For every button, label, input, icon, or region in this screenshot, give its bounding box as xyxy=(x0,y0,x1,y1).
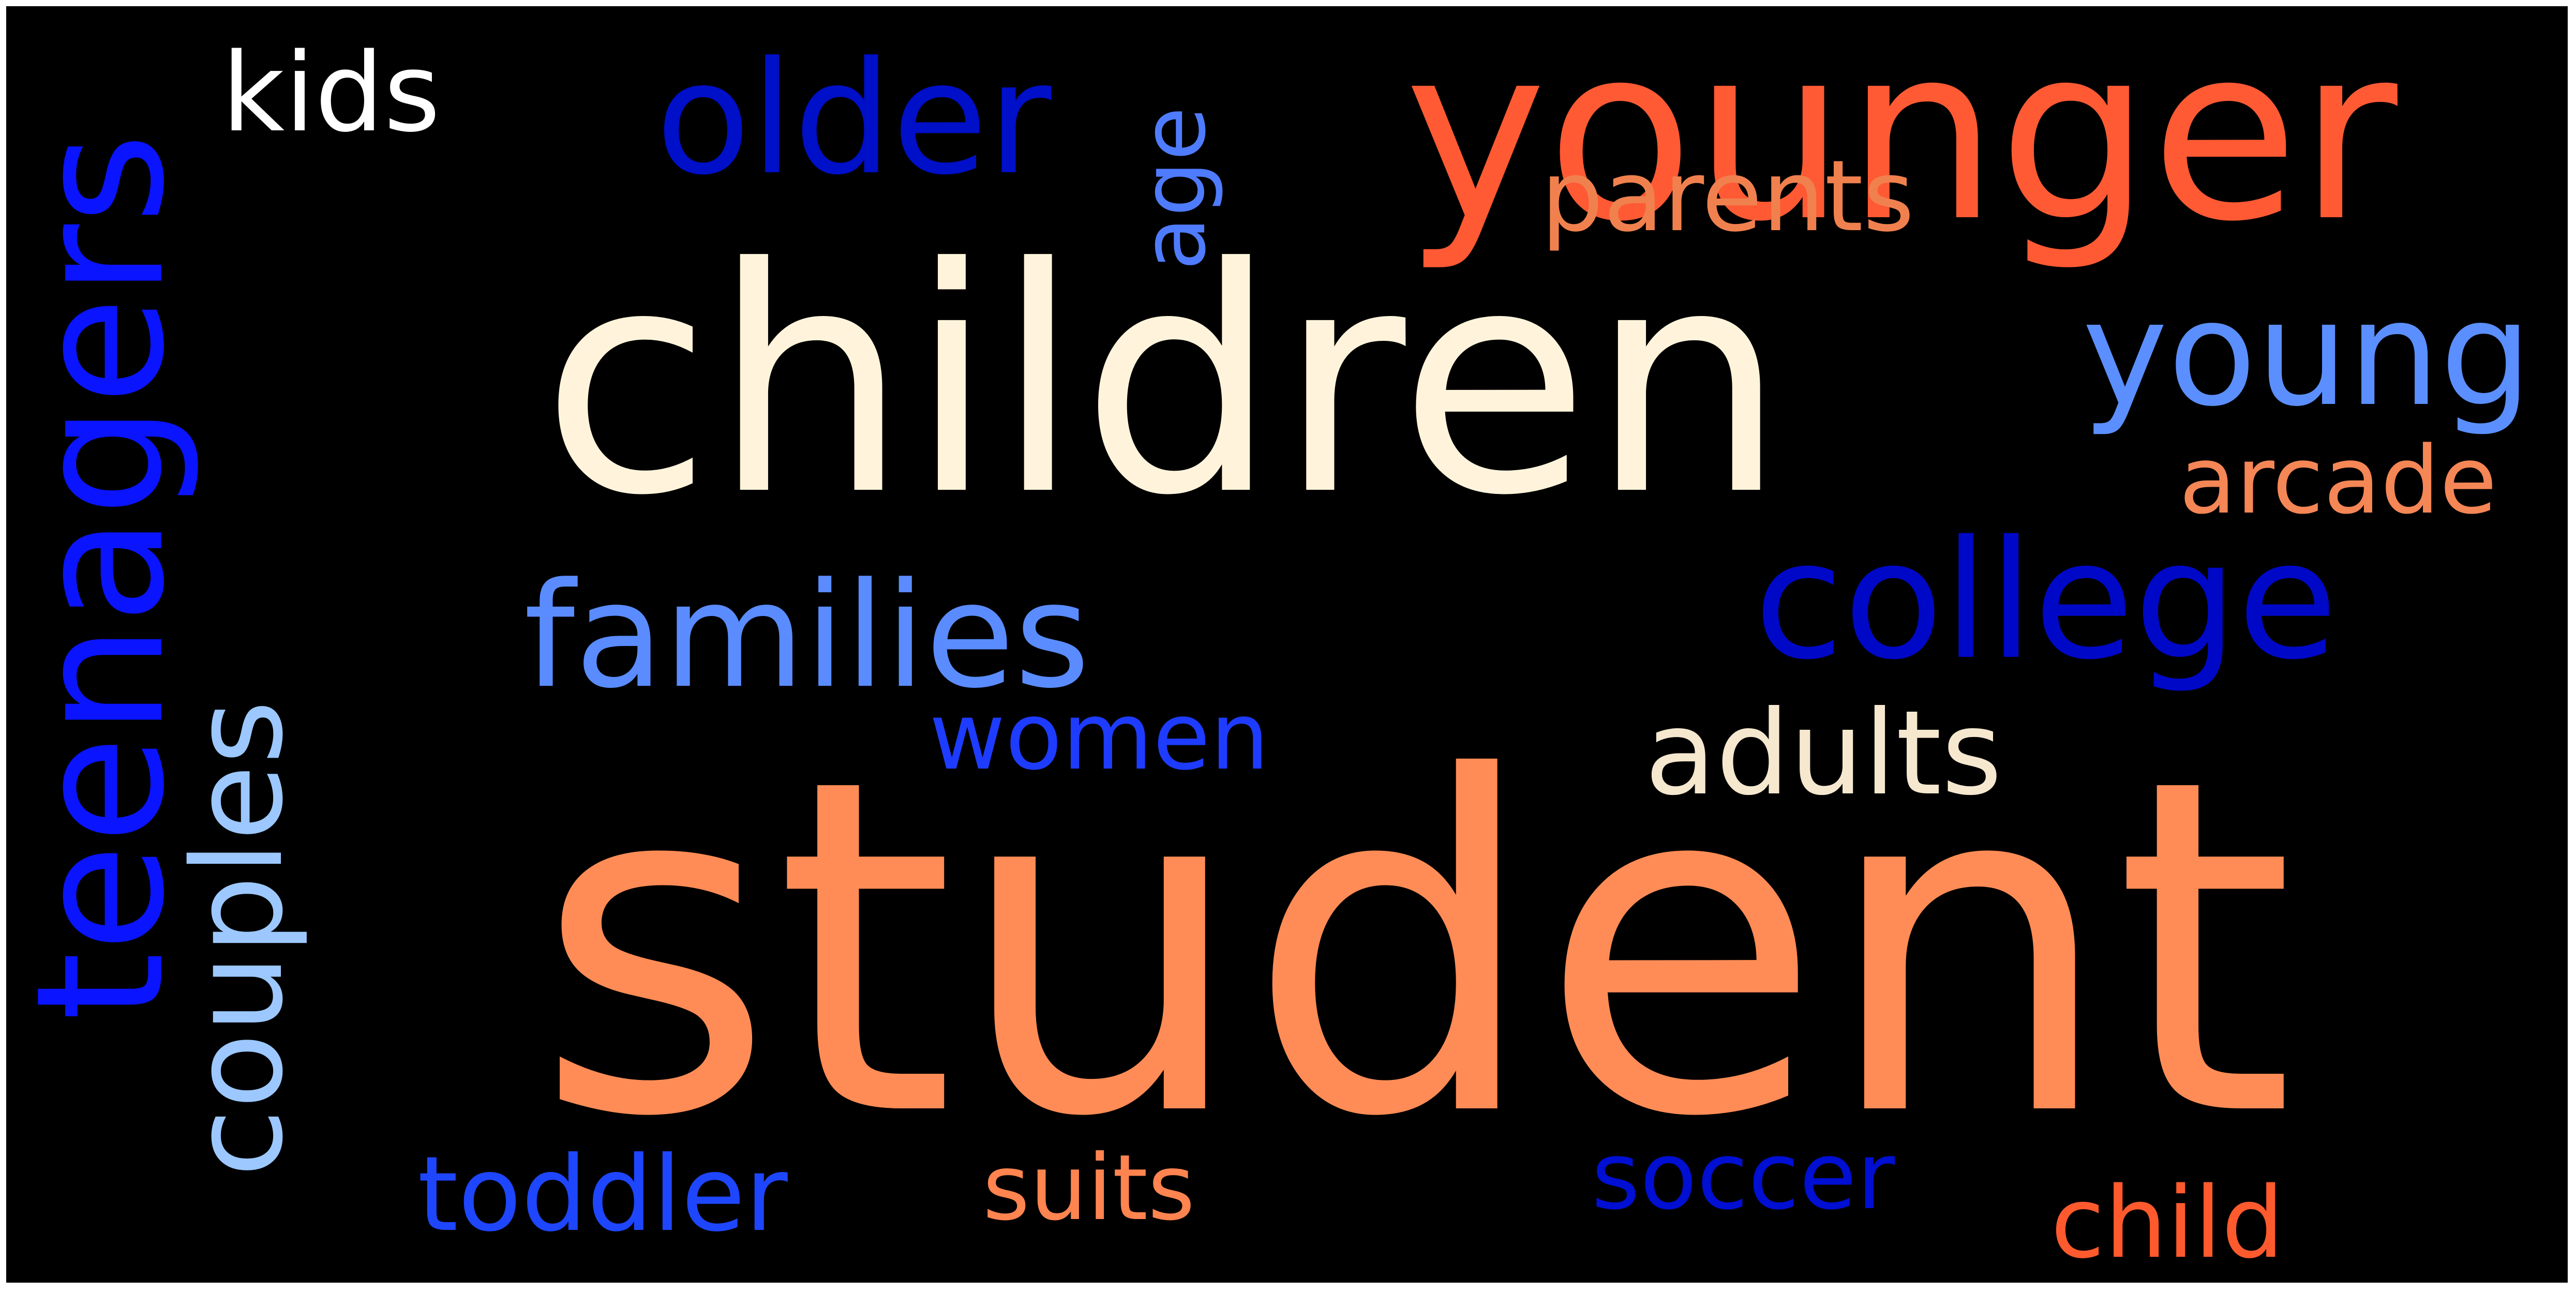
word-kids: kids xyxy=(221,29,441,156)
word-college: college xyxy=(1754,506,2338,696)
word-teenagers: teenagers xyxy=(6,132,203,1021)
word-arcade: arcade xyxy=(2179,427,2497,535)
word-child: child xyxy=(2050,1166,2284,1280)
word-student: student xyxy=(534,681,2295,1217)
word-couples: couples xyxy=(166,700,310,1178)
word-cloud-canvas: student children younger families teenag… xyxy=(6,6,2568,1283)
word-adults: adults xyxy=(1644,686,2002,821)
word-suits: suits xyxy=(982,1136,1195,1241)
word-young: young xyxy=(2082,270,2532,439)
word-parents: parents xyxy=(1541,139,1914,253)
word-older: older xyxy=(655,28,1052,209)
word-soccer: soccer xyxy=(1591,1122,1895,1230)
word-children: children xyxy=(541,202,1787,563)
word-toddler: toddler xyxy=(417,1134,788,1255)
word-women: women xyxy=(929,683,1269,791)
word-younger: younger xyxy=(1404,6,2398,274)
word-families: families xyxy=(523,552,1090,720)
word-age: age xyxy=(1123,107,1225,271)
